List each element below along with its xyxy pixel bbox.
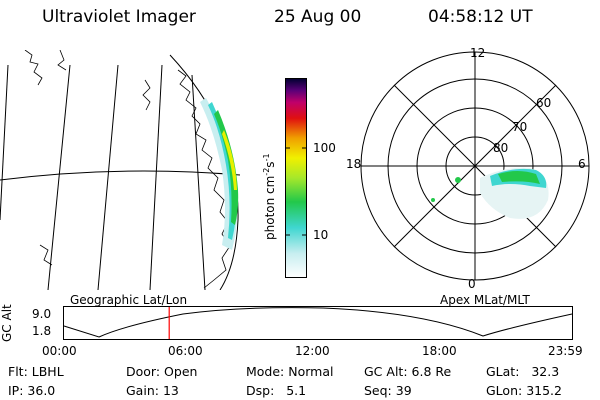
lat-60-label: 60	[536, 96, 552, 110]
aurora-emission-polar	[431, 167, 549, 219]
orbit-timeline	[63, 306, 573, 340]
geographic-map	[0, 50, 241, 290]
xtick-0600: 06:00	[168, 344, 203, 358]
lat-80-label: 80	[493, 141, 509, 155]
dsp-field: Dsp: 5.1	[246, 383, 307, 398]
timeline-ytick-top: 9.0	[32, 307, 52, 321]
xtick-0000: 00:00	[42, 344, 77, 358]
timeline-ylabel: GC Alt	[0, 304, 14, 342]
mlt-6-label: 6	[578, 157, 586, 171]
apex-panel-title: Apex MLat/MLT	[440, 293, 530, 307]
flt-field: Flt: LBHL	[8, 364, 64, 379]
geographic-panel-title: Geographic Lat/Lon	[70, 293, 188, 307]
gain-field: Gain: 13	[126, 383, 179, 398]
ip-field: IP: 36.0	[8, 383, 56, 398]
glon-field: GLon: 315.2	[486, 383, 562, 398]
gcalt-field: GC Alt: 6.8 Re	[364, 364, 452, 379]
time-label: 04:58:12 UT	[428, 7, 533, 27]
xtick-1800: 18:00	[422, 344, 457, 358]
colorbar	[285, 78, 307, 278]
polar-plot	[360, 51, 590, 281]
aurora-emission-geo	[200, 98, 239, 250]
mlt-0-label: 0	[468, 277, 476, 291]
lat-70-label: 70	[512, 120, 528, 134]
mlt-12-label: 12	[470, 46, 486, 60]
mode-field: Mode: Normal	[246, 364, 334, 379]
timeline-ytick-bottom: 1.8	[32, 324, 52, 338]
xtick-2359: 23:59	[548, 344, 583, 358]
colorbar-tick-100: 100	[313, 141, 336, 155]
mlt-18-label: 18	[346, 157, 362, 171]
xtick-1200: 12:00	[295, 344, 330, 358]
date-label: 25 Aug 00	[274, 7, 362, 27]
colorbar-label: photon cm-2s-1	[262, 153, 277, 240]
seq-field: Seq: 39	[364, 383, 412, 398]
glat-field: GLat: 32.3	[486, 364, 560, 379]
door-field: Door: Open	[126, 364, 198, 379]
colorbar-tick-10: 10	[313, 228, 329, 242]
app-title: Ultraviolet Imager	[42, 7, 196, 27]
